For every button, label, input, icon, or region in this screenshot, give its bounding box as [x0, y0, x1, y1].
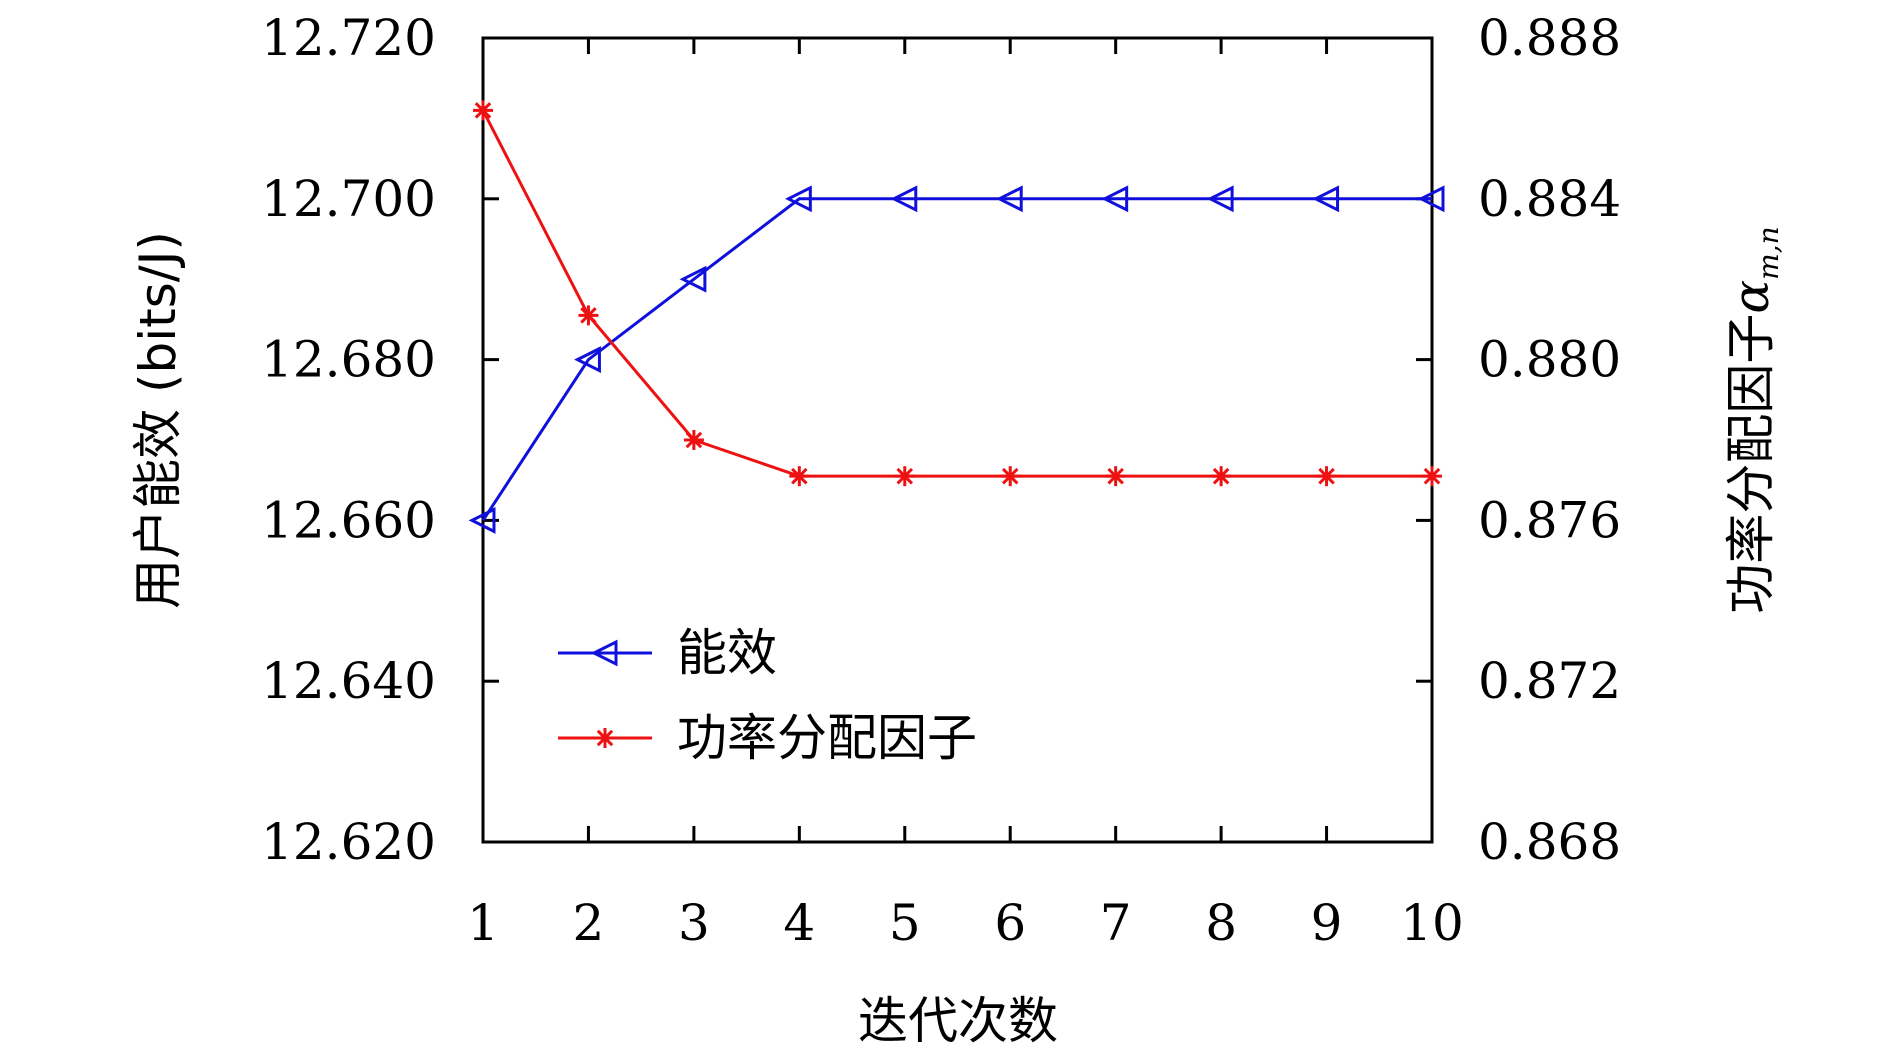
x-axis-ticks: 1 2 3 4 5 6 7 8 9 10	[467, 38, 1464, 952]
data-point-1	[894, 466, 915, 487]
y-right-tick-label: 0.884	[1478, 170, 1621, 228]
y-left-axis-title: 用户能效 (bits/J)	[129, 231, 187, 609]
data-point-1	[683, 430, 704, 450]
x-tick-label: 9	[1311, 894, 1343, 952]
x-tick-label: 8	[1205, 894, 1237, 952]
plot-frame	[481, 36, 1434, 844]
asterisk-stroke	[1423, 467, 1441, 485]
asterisk-stroke	[896, 467, 914, 485]
y-right-tick-label: 0.872	[1478, 652, 1621, 710]
y-left-tick-label: 12.660	[261, 491, 436, 549]
y-left-tick-label: 12.640	[261, 652, 436, 710]
data-point-0	[574, 346, 601, 374]
x-tick-label: 2	[573, 894, 605, 952]
y-left-tick-label: 12.700	[261, 170, 436, 228]
x-tick-label: 3	[678, 894, 710, 952]
x-tick-label: 10	[1400, 894, 1464, 952]
data-point-1	[1316, 466, 1337, 487]
x-tick-label: 4	[783, 894, 815, 952]
y-left-tick-label: 12.620	[261, 813, 436, 871]
y-left-tick-label: 12.720	[261, 9, 436, 67]
data-point-0	[1101, 185, 1129, 213]
y-right-tick-label: 0.880	[1478, 331, 1621, 389]
y-right-axis-title-symbol: α	[1722, 280, 1780, 314]
asterisk-stroke	[580, 307, 597, 324]
x-tick-label: 1	[467, 894, 499, 952]
asterisk-stroke	[1107, 467, 1124, 485]
series-line-1	[481, 109, 1432, 478]
series-layer	[468, 100, 1445, 534]
data-point-1	[473, 100, 493, 121]
y-right-axis-title-subscript: m,n	[1752, 226, 1785, 279]
asterisk-stroke	[474, 102, 492, 119]
y-right-tick-label: 0.888	[1478, 9, 1621, 67]
legend: 能效 功率分配因子	[558, 624, 977, 767]
data-point-1	[1422, 466, 1442, 487]
data-point-0	[784, 185, 812, 213]
asterisk-stroke	[791, 467, 808, 485]
legend-label-power-factor: 功率分配因子	[677, 709, 977, 767]
legend-marker-shape-0	[590, 639, 618, 667]
plot-area	[481, 36, 1434, 844]
asterisk-stroke	[596, 729, 614, 747]
data-point-0	[468, 506, 496, 534]
x-tick-label: 6	[994, 894, 1026, 952]
data-point-1	[1000, 466, 1021, 487]
legend-marker-power-factor	[595, 728, 615, 748]
data-point-0	[1312, 185, 1340, 213]
y-right-axis-title-text: 功率分配因子	[1722, 314, 1780, 614]
legend-label-efficiency: 能效	[677, 624, 777, 682]
legend-marker-shape-1	[595, 728, 615, 748]
asterisk-stroke	[685, 431, 703, 449]
x-tick-label: 5	[889, 894, 921, 952]
data-point-0	[890, 185, 918, 213]
data-point-0	[995, 185, 1023, 213]
data-point-1	[1211, 466, 1232, 487]
y-right-tick-label: 0.868	[1478, 813, 1621, 871]
data-point-0	[1417, 185, 1445, 213]
x-tick-label: 7	[1100, 894, 1132, 952]
data-point-0	[1206, 185, 1234, 213]
y-right-axis-ticks: 0.868 0.872 0.876 0.880 0.884 0.888	[1416, 9, 1621, 871]
asterisk-stroke	[1318, 467, 1335, 485]
data-point-1	[1105, 466, 1126, 487]
x-axis-title: 迭代次数	[858, 992, 1058, 1050]
data-point-1	[789, 466, 810, 487]
data-point-1	[578, 305, 599, 326]
y-right-tick-label: 0.876	[1478, 491, 1621, 549]
y-right-axis-title: 功率分配因子αm,n	[1722, 226, 1785, 613]
data-point-0	[679, 265, 707, 293]
asterisk-stroke	[1001, 467, 1019, 485]
legend-marker-efficiency	[590, 639, 618, 667]
series-line-0	[481, 197, 1432, 522]
y-left-tick-label: 12.680	[261, 331, 436, 389]
y-left-axis-ticks: 12.620 12.640 12.660 12.680 12.700 12.720	[261, 9, 499, 871]
asterisk-stroke	[1212, 467, 1230, 485]
